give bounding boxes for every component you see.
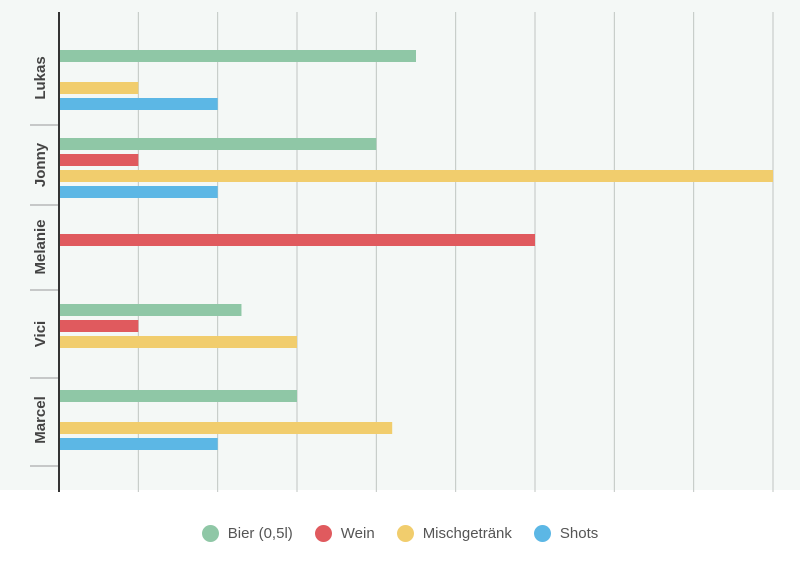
bar	[59, 320, 139, 332]
bar	[59, 186, 218, 198]
legend-label: Mischgetränk	[422, 524, 512, 542]
legend: Bier (0,5l) Wein Mischgetränk Shots	[0, 518, 800, 548]
bar	[59, 50, 416, 62]
legend-item: Bier (0,5l)	[201, 524, 293, 542]
legend-label: Shots	[559, 524, 599, 542]
category-label: Melanie	[32, 219, 49, 274]
category-label: Lukas	[32, 56, 49, 99]
bars	[59, 50, 773, 450]
category-label: Marcel	[32, 396, 49, 444]
category-labels: Lukas Jonny Melanie Vici Marcel	[30, 56, 59, 467]
legend-swatch	[396, 524, 414, 542]
bar	[59, 138, 377, 150]
legend-swatch	[201, 524, 219, 542]
bar	[59, 234, 535, 246]
legend-label: Wein	[340, 524, 375, 542]
bar	[59, 154, 139, 166]
bar	[59, 98, 218, 110]
legend-label: Bier (0,5l)	[227, 524, 293, 542]
legend-item: Mischgetränk	[396, 524, 512, 542]
bar	[59, 336, 297, 348]
bar	[59, 422, 393, 434]
legend-item: Shots	[533, 524, 599, 542]
bar	[59, 390, 297, 402]
bar	[59, 304, 242, 316]
category-label: Jonny	[32, 142, 49, 187]
bar	[59, 170, 773, 182]
legend-swatch	[314, 524, 332, 542]
legend-item: Wein	[314, 524, 375, 542]
bar	[59, 438, 218, 450]
category-label: Vici	[32, 321, 49, 347]
bar	[59, 82, 139, 94]
legend-swatch	[533, 524, 551, 542]
